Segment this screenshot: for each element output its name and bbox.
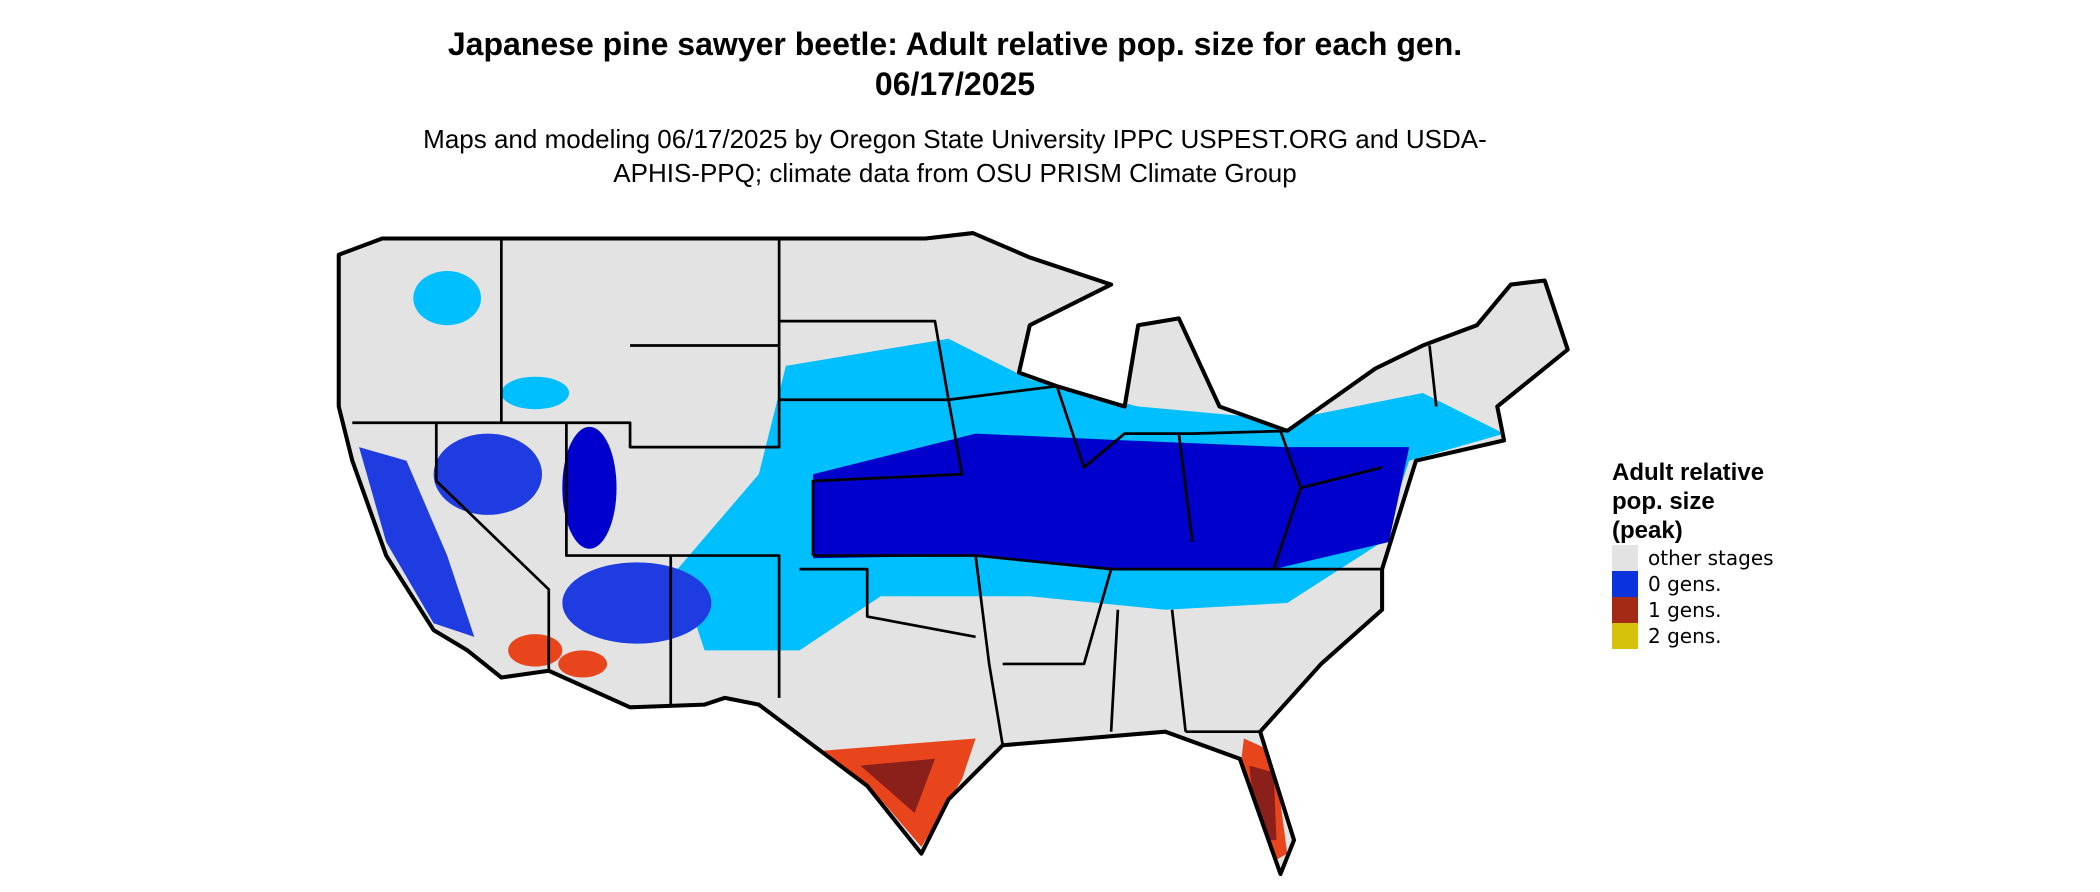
west-blue: [413, 271, 482, 326]
red-zone: [806, 738, 976, 847]
legend-items: other stages 0 gens. 1 gens. 2 gens.: [1612, 545, 1782, 649]
west-blue: [562, 562, 712, 644]
title: Japanese pine sawyer beetle: Adult relat…: [447, 26, 1463, 102]
dark-red-zone: [860, 758, 935, 813]
west-blue: [501, 376, 570, 410]
state-borders: [336, 231, 1570, 877]
legend-label: 2 gens.: [1648, 624, 1722, 648]
subtitle: Maps and modeling 06/17/2025 by Oregon S…: [423, 124, 1487, 188]
legend-swatch: [1612, 545, 1638, 571]
red-zone: [508, 634, 563, 667]
west-blue: [359, 447, 475, 637]
legend-item: 0 gens.: [1612, 571, 1782, 597]
legend-swatch: [1612, 623, 1638, 649]
west-blue: [433, 433, 542, 515]
red-zone: [558, 650, 608, 678]
legend-item: other stages: [1612, 545, 1782, 571]
legend: Adult relative pop. size (peak) other st…: [1612, 458, 1782, 649]
legend-swatch: [1612, 571, 1638, 597]
legend-label: 0 gens.: [1648, 572, 1722, 596]
legend-title: Adult relative pop. size (peak): [1612, 459, 1765, 544]
legend-swatch: [1612, 597, 1638, 623]
legend-item: 2 gens.: [1612, 623, 1782, 649]
west-blue: [562, 426, 617, 549]
legend-label: 1 gens.: [1648, 598, 1722, 622]
dark-blue-zone: [813, 433, 1410, 570]
legend-item: 1 gens.: [1612, 597, 1782, 623]
legend-label: other stages: [1648, 546, 1774, 570]
